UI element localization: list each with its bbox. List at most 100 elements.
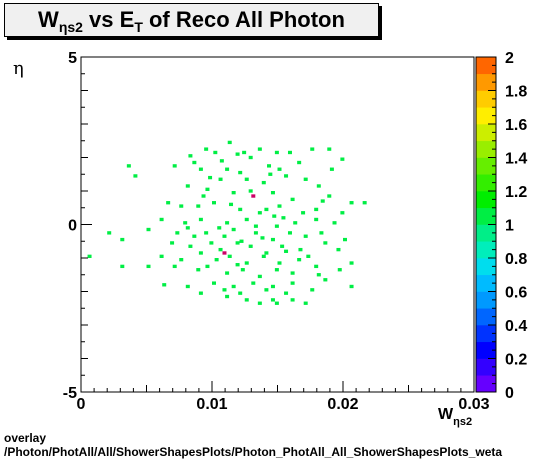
data-cell <box>239 239 244 243</box>
colorbar-tick-label: 1.4 <box>505 151 527 168</box>
data-cell <box>301 211 306 215</box>
data-cell <box>205 187 210 191</box>
data-cell <box>268 172 273 176</box>
data-cell <box>192 234 197 238</box>
data-cell <box>227 140 232 145</box>
data-cell <box>227 254 232 258</box>
data-cell <box>159 217 164 222</box>
data-cell <box>231 191 236 195</box>
data-cell <box>244 217 249 222</box>
data-cell <box>222 251 227 255</box>
palette-swatch <box>476 73 496 91</box>
data-cell <box>277 167 282 171</box>
colorbar-tick-label: 1.2 <box>505 184 527 201</box>
y-tick-label: 5 <box>68 50 77 67</box>
data-cell <box>257 274 262 279</box>
chart-title: Wηs2 vs ET of Reco All Photon <box>5 7 378 35</box>
data-cell <box>264 207 269 212</box>
x-axis-ticks: 0 0.01 0.02 0.03 <box>77 381 490 413</box>
data-cell <box>126 164 131 168</box>
data-cell <box>229 202 234 207</box>
data-cell <box>284 174 289 178</box>
data-cell <box>340 157 345 161</box>
data-cell <box>314 217 319 222</box>
colorbar-tick-label: 2 <box>505 50 514 67</box>
data-cell <box>267 164 272 168</box>
palette-swatch <box>476 207 496 225</box>
data-cell <box>253 224 258 228</box>
data-cell <box>270 298 275 302</box>
data-cell <box>172 264 177 269</box>
data-cell <box>248 189 253 193</box>
data-cell <box>327 147 332 151</box>
palette-swatch <box>476 308 496 326</box>
data-cell <box>280 244 285 248</box>
colorbar-tick-label: 1.6 <box>505 117 527 134</box>
data-cell <box>362 201 367 205</box>
data-cell <box>310 147 315 151</box>
data-cell <box>238 170 243 175</box>
data-cell <box>172 164 177 168</box>
data-cell <box>277 261 282 265</box>
data-cell <box>188 154 193 158</box>
data-cell <box>244 261 249 265</box>
colorbar-tick-label: 1.8 <box>505 84 527 101</box>
data-cell <box>290 271 295 275</box>
data-cell <box>319 231 324 235</box>
data-cell <box>235 241 240 245</box>
title-rest: of Reco All Photon <box>142 7 345 32</box>
data-cell <box>170 241 175 245</box>
data-cell <box>293 221 298 225</box>
data-cell <box>323 278 328 282</box>
data-cell <box>257 147 262 151</box>
data-cell <box>290 197 295 202</box>
data-cell <box>314 264 319 269</box>
data-cells <box>87 140 367 305</box>
data-cell <box>225 271 230 275</box>
y-axis-ticks: -5 0 5 <box>63 50 92 402</box>
palette-swatch <box>476 258 496 276</box>
y-tick-label: 0 <box>68 218 77 235</box>
data-cell <box>323 241 328 245</box>
colorbar-ticks: 0 0.2 0.4 0.6 0.8 1 1.2 1.4 1.6 1.8 2 <box>488 50 527 402</box>
data-cell <box>198 217 203 222</box>
data-cell <box>225 294 230 299</box>
data-cell <box>298 247 303 252</box>
data-cell <box>185 284 190 289</box>
palette-swatch <box>476 90 496 108</box>
palette-swatch <box>476 157 496 175</box>
data-cell <box>120 237 125 242</box>
palette-swatch <box>476 325 496 343</box>
data-cell <box>261 180 266 185</box>
data-cell <box>183 221 188 225</box>
title-main: W <box>38 7 59 32</box>
data-cell <box>179 258 184 262</box>
title-sub2: T <box>134 19 143 35</box>
data-cell <box>284 291 289 295</box>
data-cell <box>205 264 210 269</box>
palette-swatch <box>476 140 496 158</box>
data-cell <box>290 298 295 302</box>
data-cell <box>146 227 151 232</box>
palette-swatch <box>476 124 496 142</box>
data-cell <box>274 150 279 155</box>
data-cell <box>214 258 219 262</box>
data-cell <box>146 264 151 269</box>
data-cell <box>287 231 292 235</box>
palette-swatch <box>476 241 496 259</box>
data-cell <box>235 263 240 267</box>
data-cell <box>261 254 266 258</box>
data-cell <box>274 268 279 272</box>
data-cell <box>231 284 236 289</box>
data-cell <box>107 231 112 235</box>
footer: overlay /Photon/PhotAll/All/ShowerShapes… <box>4 431 502 459</box>
data-cell <box>336 247 341 252</box>
data-cell <box>238 207 243 212</box>
colorbar-tick-label: 0.8 <box>505 251 527 268</box>
data-cell <box>287 150 292 155</box>
palette-swatch <box>476 191 496 209</box>
data-cell <box>159 254 164 258</box>
palette-swatch <box>476 358 496 376</box>
data-cell <box>225 221 230 225</box>
